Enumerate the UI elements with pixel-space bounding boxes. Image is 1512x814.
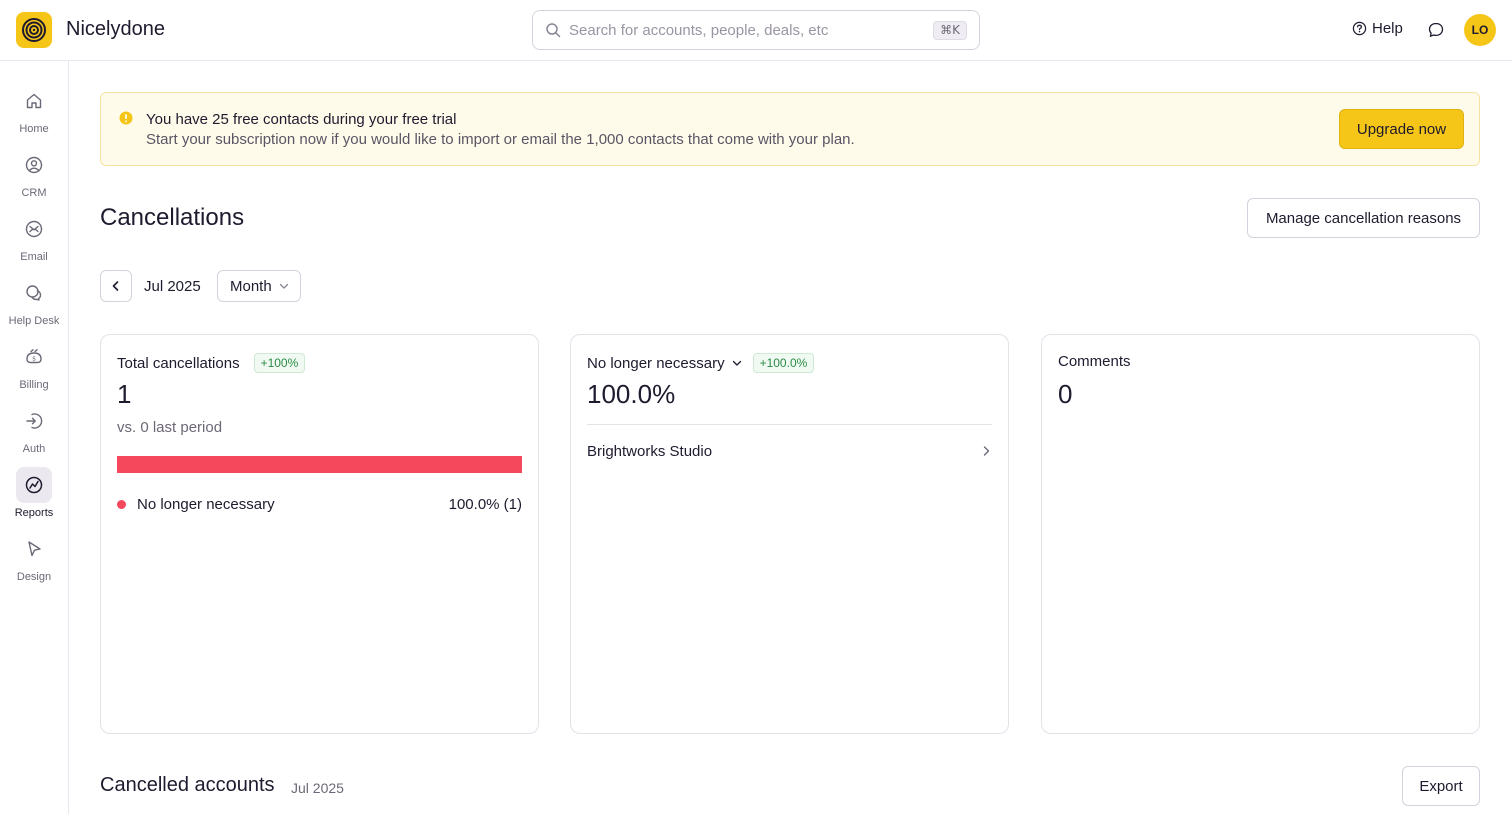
account-row[interactable]: Brightworks Studio (587, 441, 992, 461)
reason-breakdown-card: No longer necessary +100.0% 100.0% Brigh… (570, 334, 1009, 734)
manage-cancellation-reasons-button[interactable]: Manage cancellation reasons (1247, 198, 1480, 238)
search-shortcut-badge: ⌘K (933, 21, 967, 40)
app-logo[interactable] (16, 12, 52, 48)
sidebar-item-label: Help Desk (8, 315, 60, 327)
card-title-label: Total cancellations (117, 354, 240, 372)
card-title: Total cancellations +100% (117, 353, 306, 373)
svg-text:$: $ (32, 356, 36, 363)
reason-percentage-value: 100.0% (587, 379, 676, 409)
sidebar-item-label: CRM (21, 187, 47, 199)
comments-card: Comments 0 (1041, 334, 1480, 734)
reason-distribution-bar (117, 456, 522, 473)
sidebar-item-design[interactable]: Design (0, 531, 68, 591)
legend-dot (117, 500, 126, 509)
sidebar-item-email[interactable]: Email (0, 211, 68, 271)
search-bar[interactable]: ⌘K (532, 10, 980, 50)
user-circle-icon (16, 147, 52, 183)
top-bar: Nicelydone ⌘K Help LO (0, 0, 1512, 61)
previous-period-button[interactable] (100, 270, 132, 302)
upgrade-now-button[interactable]: Upgrade now (1339, 109, 1464, 149)
messages-button[interactable] (1427, 21, 1445, 44)
reason-select[interactable]: No longer necessary +100.0% (587, 353, 815, 373)
legend-label: No longer necessary (137, 496, 275, 513)
comparison-text: vs. 0 last period (117, 419, 223, 436)
account-name: Brightworks Studio (587, 442, 713, 460)
sidebar-item-label: Design (16, 571, 52, 583)
chevron-down-icon (732, 360, 741, 366)
login-icon (16, 403, 52, 439)
search-icon (546, 23, 561, 38)
sidebar: Home CRM Email Help Desk $ Billing Auth (0, 61, 69, 814)
chat-bubbles-icon (16, 275, 52, 311)
sidebar-item-auth[interactable]: Auth (0, 403, 68, 463)
chevron-left-icon (112, 281, 119, 291)
comments-count: 0 (1058, 379, 1073, 409)
chat-bubble-icon (1428, 22, 1444, 37)
sidebar-item-billing[interactable]: $ Billing (0, 339, 68, 399)
sidebar-item-reports[interactable]: Reports (0, 467, 68, 527)
sidebar-item-help-desk[interactable]: Help Desk (0, 275, 68, 335)
sidebar-item-label: Home (19, 123, 49, 135)
chevron-down-icon (279, 283, 288, 289)
sidebar-item-label: Billing (19, 379, 49, 391)
chart-icon (16, 467, 52, 503)
legend-value: 100.0% (1) (448, 496, 522, 513)
page-title: Cancellations (100, 204, 245, 231)
trial-banner: You have 25 free contacts during your fr… (100, 92, 1480, 166)
card-title: Comments (1058, 353, 1131, 370)
cancelled-accounts-title: Cancelled accounts (100, 774, 275, 796)
granularity-value: Month (230, 277, 272, 295)
user-avatar[interactable]: LO (1464, 14, 1496, 46)
mail-icon (16, 211, 52, 247)
reason-select-label: No longer necessary (587, 354, 725, 372)
divider (587, 424, 992, 425)
info-icon (119, 111, 133, 125)
total-cancellations-card: Total cancellations +100% 1 vs. 0 last p… (100, 334, 539, 734)
banner-text: Start your subscription now if you would… (146, 131, 855, 148)
sidebar-item-label: Auth (22, 443, 46, 455)
export-button[interactable]: Export (1402, 766, 1480, 806)
sidebar-item-label: Reports (14, 507, 54, 519)
app-name: Nicelydone (66, 18, 165, 40)
change-badge: +100% (253, 353, 306, 373)
banner-title: You have 25 free contacts during your fr… (146, 111, 457, 128)
sidebar-item-home[interactable]: Home (0, 83, 68, 143)
search-input[interactable] (569, 21, 919, 39)
granularity-select[interactable]: Month (217, 270, 301, 302)
help-button[interactable]: Help (1352, 20, 1403, 37)
home-icon (16, 83, 52, 119)
cancelled-accounts-period: Jul 2025 (291, 780, 344, 796)
card-title-label: Comments (1058, 353, 1131, 370)
help-label: Help (1372, 20, 1403, 37)
concentric-spiral-icon (22, 18, 46, 42)
sidebar-item-label: Email (20, 251, 48, 263)
cursor-icon (16, 531, 52, 567)
reason-legend-row: No longer necessary 100.0% (1) (117, 496, 522, 513)
change-badge: +100.0% (752, 353, 815, 373)
chevron-right-icon (983, 446, 990, 456)
sidebar-item-crm[interactable]: CRM (0, 147, 68, 207)
reason-bar-segment (117, 456, 522, 473)
billing-icon: $ (16, 339, 52, 375)
question-circle-icon (1352, 21, 1367, 36)
period-label: Jul 2025 (144, 278, 201, 295)
total-cancellations-value: 1 (117, 379, 132, 409)
